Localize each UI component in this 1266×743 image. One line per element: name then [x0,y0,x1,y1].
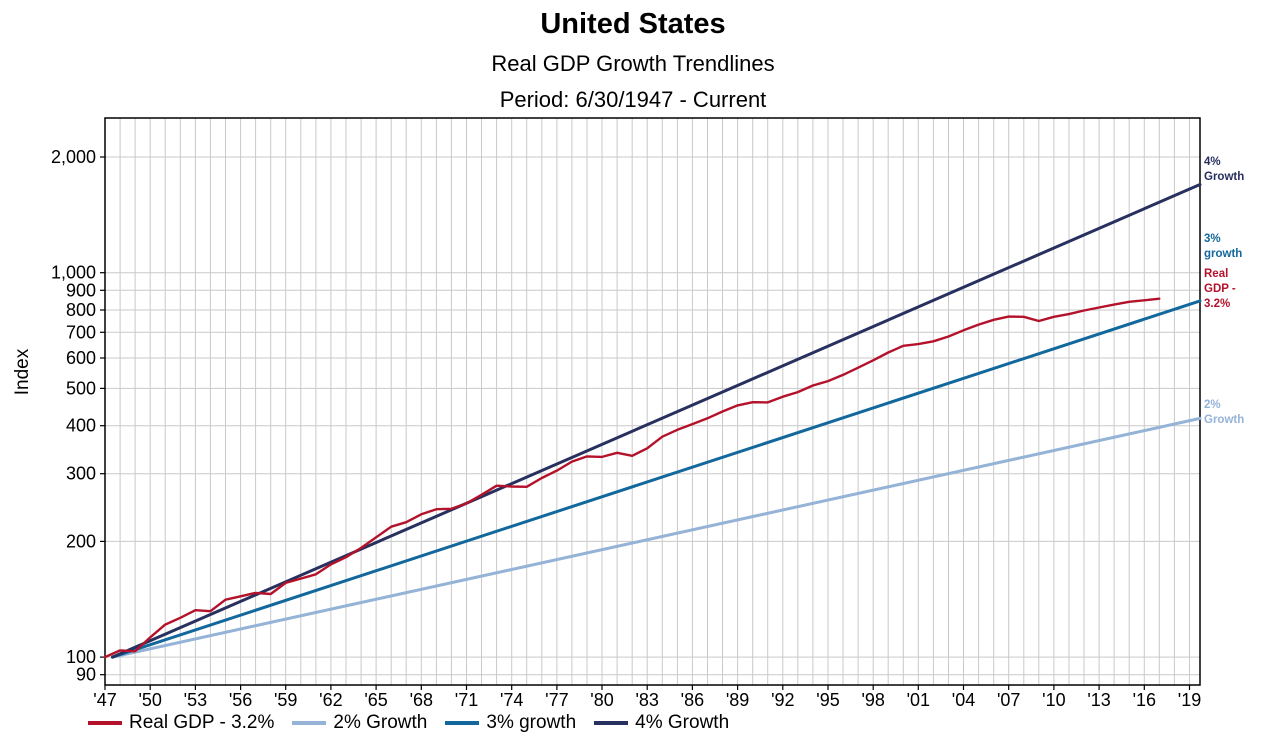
x-tick-label: '98 [861,690,884,710]
x-tick-label: '59 [274,690,297,710]
legend-item-3pct-growth: 3% growth [445,712,576,734]
chart-period: Period: 6/30/1947 - Current [499,87,767,112]
x-tick-label: '50 [138,690,161,710]
x-tick-label: '77 [545,690,568,710]
y-tick-label: 800 [66,300,96,320]
x-tick-label: '53 [184,690,207,710]
page-title: United States [540,8,726,40]
x-tick-label: '74 [500,690,523,710]
legend-label-2pct-growth: 2% Growth [333,712,428,733]
x-tick-label: '56 [229,690,252,710]
x-tick-label: '89 [726,690,749,710]
x-tick-label: '19 [1178,690,1201,710]
plot-border [104,117,1201,686]
series-real_gdp [103,297,1161,659]
series-growth4 [111,183,1202,659]
x-tick-label: '65 [364,690,387,710]
legend-label-real-gdp: Real GDP - 3.2% [129,712,275,733]
y-tick-label: 1,000 [51,263,96,283]
x-tick-label: '83 [635,690,658,710]
x-tick-label: '10 [1042,690,1065,710]
x-tick-label: '86 [681,690,704,710]
x-tick-label: '13 [1087,690,1110,710]
x-tick-label: '47 [93,690,116,710]
annotation-3pct-growth: 3% growth [1204,233,1243,260]
y-tick-label: 900 [66,280,96,300]
annotation-4pct-growth: 4% Growth [1204,156,1245,183]
x-tick-label: '16 [1133,690,1156,710]
annotation-real-gdp: Real GDP - 3.2% [1204,268,1236,310]
x-tick-label: '07 [997,690,1020,710]
y-tick-label: 400 [66,416,96,436]
y-tick-label: 200 [66,531,96,551]
legend-swatch-4pct-growth [594,721,629,725]
legend-label-4pct-growth: 4% Growth [635,712,730,733]
x-tick-label: '68 [410,690,433,710]
series-growth2 [111,416,1202,659]
y-tick-label: 300 [66,464,96,484]
legend-swatch-3pct-growth [445,721,480,725]
x-tick-label: '01 [907,690,930,710]
x-tick-label: '71 [455,690,478,710]
y-tick-label: 700 [66,322,96,342]
x-tick-label: '92 [771,690,794,710]
legend-swatch-2pct-growth [292,721,327,725]
legend-label-3pct-growth: 3% growth [486,712,577,733]
x-tick-label: '95 [816,690,839,710]
legend: Real GDP - 3.2% 2% Growth 3% growth 4% G… [88,712,729,734]
y-tick-label: 90 [76,665,96,685]
y-tick-label: 600 [66,348,96,368]
y-tick-label: 500 [66,378,96,398]
series-growth3 [111,299,1202,659]
legend-item-4pct-growth: 4% Growth [594,712,729,734]
gridlines [104,118,1200,685]
legend-item-real-gdp: Real GDP - 3.2% [88,712,274,734]
y-tick-label: 2,000 [51,147,96,167]
x-tick-label: '62 [319,690,342,710]
annotation-2pct-growth: 2% Growth [1204,399,1245,426]
chart-subtitle: Real GDP Growth Trendlines [491,51,775,76]
x-tick-label: '04 [952,690,975,710]
legend-item-2pct-growth: 2% Growth [292,712,427,734]
legend-swatch-real-gdp [88,721,122,725]
y-tick-label: 100 [66,647,96,667]
x-tick-label: '80 [590,690,613,710]
x-axis: '47 '50 '53 '56 '59 '62 '65 '68 '71 '74 '77 '80 '83 '… [93,685,1201,710]
